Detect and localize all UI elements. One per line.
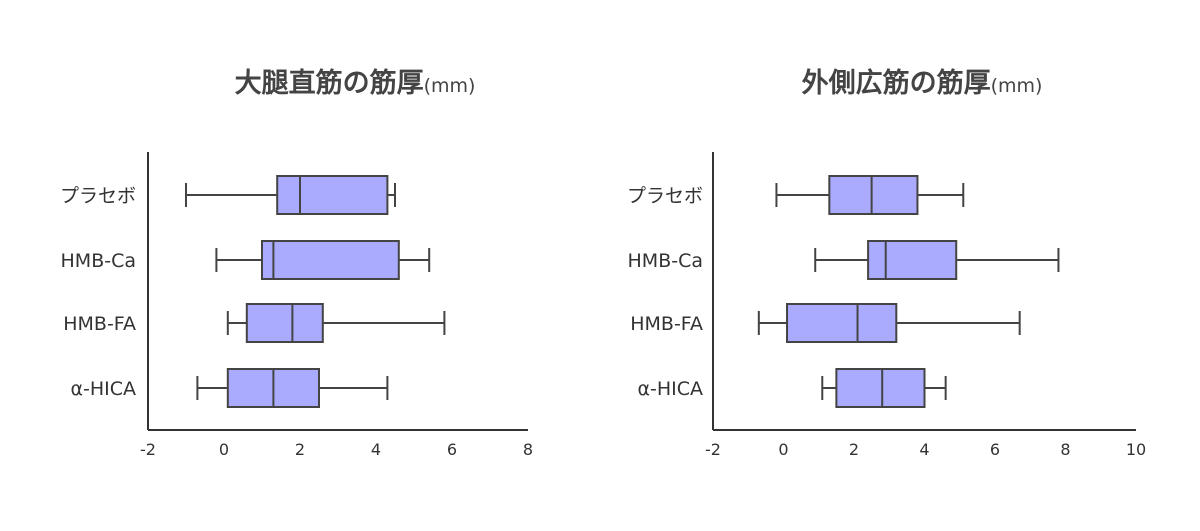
chart-1-x-tick-label: 6: [990, 440, 1000, 459]
chart-0-title-unit: (mm): [424, 75, 476, 97]
chart-1-box: [828, 175, 919, 215]
chart-0-x-tick-label: -2: [140, 440, 156, 459]
chart-0-box: [261, 240, 400, 280]
chart-1-title-unit: (mm): [991, 75, 1043, 97]
chart-0-box: [276, 175, 389, 215]
chart-1-x-tick-label: 10: [1126, 440, 1146, 459]
chart-0-x-tick-label: 8: [523, 440, 533, 459]
chart-1-x-tick-label: 8: [1060, 440, 1070, 459]
chart-1-box: [867, 240, 958, 280]
chart-0-category-label: HMB-FA: [63, 313, 136, 335]
chart-0-x-tick-label: 0: [219, 440, 229, 459]
chart-1-x-tick-label: -2: [705, 440, 721, 459]
chart-0-title-text: 大腿直筋の筋厚: [235, 67, 424, 99]
chart-1-x-tick-label: 2: [849, 440, 859, 459]
chart-0-x-tick-label: 2: [295, 440, 305, 459]
chart-1-title-text: 外側広筋の筋厚: [802, 67, 991, 99]
chart-0-title: 大腿直筋の筋厚(mm): [235, 67, 476, 99]
chart-1-category-label: HMB-FA: [630, 313, 703, 335]
chart-1-x-tick-label: 4: [919, 440, 929, 459]
chart-0-category-label: プラセボ: [60, 185, 136, 207]
chart-1-category-label: HMB-Ca: [628, 250, 703, 272]
chart-1-box: [835, 368, 926, 408]
chart-0-x-tick-label: 4: [371, 440, 381, 459]
chart-0-category-label: HMB-Ca: [61, 250, 136, 272]
chart-0-x-tick-label: 6: [447, 440, 457, 459]
chart-1-category-label: α-HICA: [637, 378, 703, 400]
chart-0-box: [245, 303, 324, 343]
chart-1-x-tick-label: 0: [778, 440, 788, 459]
chart-1-category-label: プラセボ: [627, 185, 703, 207]
chart-1-box: [786, 303, 898, 343]
chart-0-category-label: α-HICA: [70, 378, 136, 400]
chart-1-title: 外側広筋の筋厚(mm): [802, 67, 1043, 99]
